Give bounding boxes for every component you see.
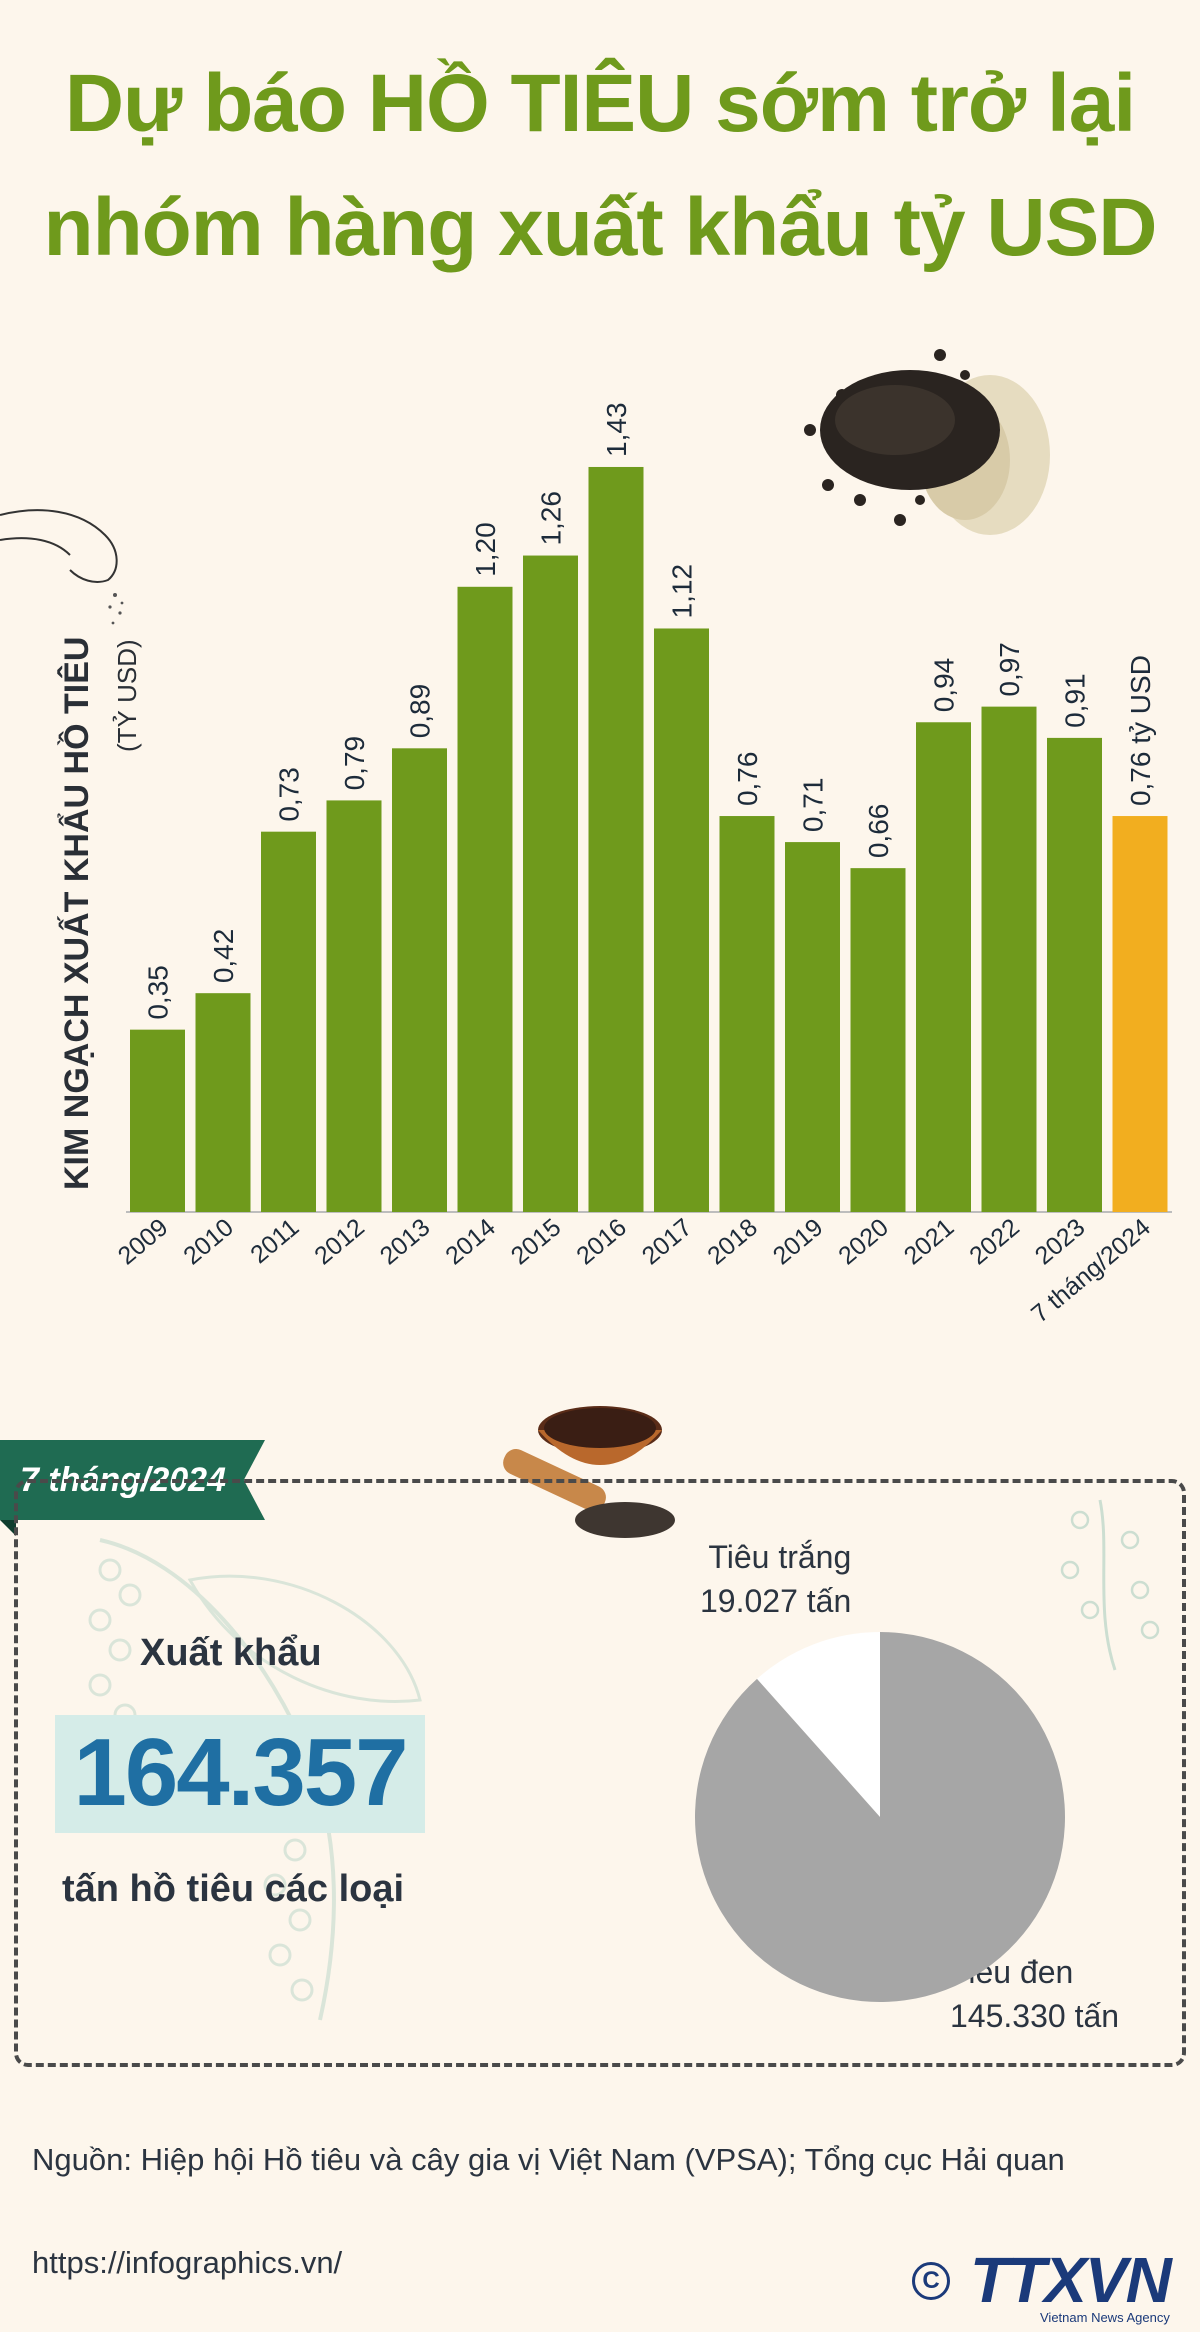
pie-label-white-value: 19.027 tấn [700,1583,852,1619]
bar-2009 [130,1029,185,1212]
bar-2023 [1047,737,1102,1212]
source-text: Nguồn: Hiệp hội Hồ tiêu và cây gia vị Vi… [32,2142,1065,2177]
bar-2016 [588,466,644,1213]
value-label-2014: 1,20 [470,522,501,577]
export-unit: tấn hồ tiêu các loại [62,1868,405,1910]
bar-2012 [326,800,382,1212]
bar-2013 [392,748,447,1212]
export-value-highlight [55,1715,425,1833]
hand-illustration [0,509,124,625]
pie-label-white: Tiêu trắng 19.027 tấn [700,1535,851,1623]
pepper-branch-illustration [1060,1499,1160,1671]
title-line-2: nhóm hàng xuất khẩu tỷ USD [43,182,1158,273]
pie-chart [695,1632,1065,2002]
category-label-2009: 2009 [113,1213,174,1270]
category-label-2010: 2010 [178,1213,239,1270]
pie-label-black-value: 145.330 tấn [950,1998,1120,2034]
value-label-2013: 0,89 [405,684,436,739]
bar-2017 [654,628,709,1212]
bar-2021 [916,722,971,1212]
value-label-2009: 0,35 [143,965,174,1020]
category-label-2017: 2017 [637,1213,698,1270]
value-label-2021: 0,94 [929,658,960,713]
category-label-2011: 2011 [245,1213,304,1269]
copyright-icon: C [912,2262,950,2300]
pie-label-black: Tiêu đen 145.330 tấn [950,1950,1119,2038]
period-tag-fold [0,1520,16,1536]
category-label-2021: 2021 [899,1213,960,1270]
value-label-2010: 0,42 [208,929,239,984]
pie-slice-0 [756,1632,880,1817]
category-label-2014: 2014 [440,1213,501,1270]
bar-2019 [785,842,840,1212]
bar-2020 [850,868,906,1212]
value-label-2020: 0,66 [863,804,894,859]
bar-2011 [261,831,316,1212]
category-label-2012: 2012 [309,1213,370,1270]
category-label-2019: 2019 [768,1213,829,1270]
bar-chart: 0,35 2009 0,42 2010 0,73 2011 0,79 2012 0,89 2013… [113,402,1172,1328]
title-line-1: Dự báo HỒ TIÊU sớm trở lại [64,58,1136,149]
value-label-2022: 0,97 [994,642,1025,697]
source-url[interactable]: https://infographics.vn/ [32,2245,343,2280]
pie-label-white-name: Tiêu trắng [708,1539,852,1575]
value-label-7-th-ng-2024: 0,76 tỷ USD [1125,655,1156,806]
bar-2018 [719,816,775,1212]
category-label-2013: 2013 [375,1213,436,1270]
category-label-7-th-ng-2024: 7 tháng/2024 [1026,1213,1156,1328]
pie-slice-1 [695,1632,1065,2002]
value-label-2011: 0,73 [274,767,305,822]
bar-2014 [457,586,513,1212]
export-label: Xuất khẩu [140,1632,322,1674]
ttxvn-logo-subtitle: Vietnam News Agency [1040,2310,1170,2325]
category-label-2022: 2022 [964,1213,1025,1270]
value-label-2016: 1,43 [601,402,632,457]
value-label-2017: 1,12 [667,564,698,619]
bar-2010 [195,993,251,1212]
bar-7-th-ng-2024 [1112,816,1168,1212]
export-value: 164.357 [73,1719,408,1826]
category-label-2020: 2020 [833,1213,894,1270]
bar-2015 [523,555,578,1212]
value-label-2015: 1,26 [536,491,567,546]
category-label-2018: 2018 [702,1213,763,1270]
peppercorns-illustration [804,349,1050,535]
bar-2022 [981,706,1037,1212]
category-label-2015: 2015 [506,1213,567,1270]
value-label-2019: 0,71 [798,778,829,833]
ttxvn-logo: TTXVN [970,2244,1172,2316]
category-label-2016: 2016 [571,1213,632,1270]
value-label-2018: 0,76 [732,752,763,807]
value-label-2023: 0,91 [1060,673,1091,728]
value-label-2012: 0,79 [339,736,370,791]
summary-panel [14,1479,1186,2067]
